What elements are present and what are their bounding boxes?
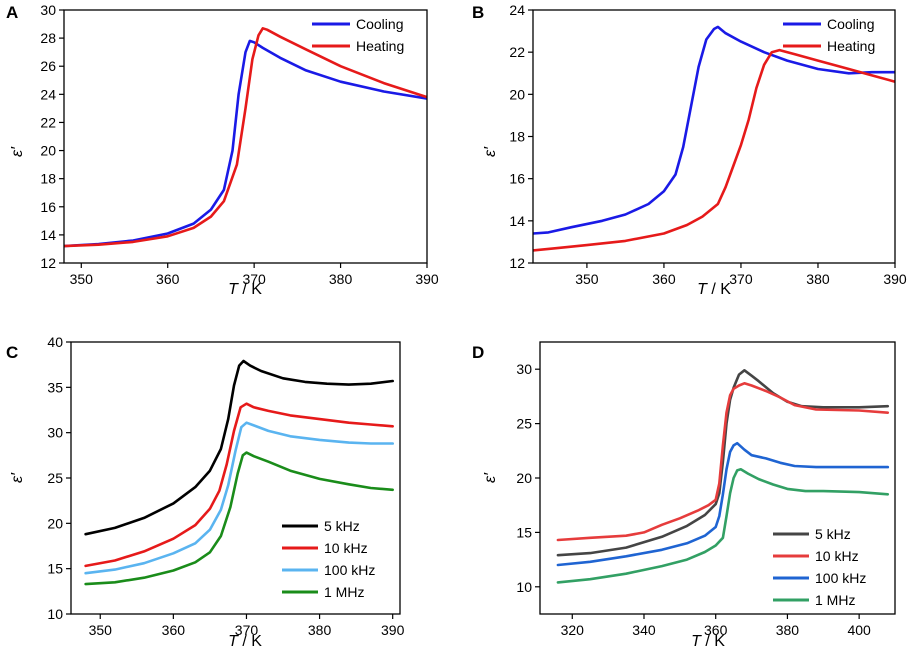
x-tick-label: 350 [70,271,94,287]
legend-label: Heating [827,38,875,54]
series-line-heating [533,48,895,252]
x-tick-label: 380 [329,271,353,287]
x-tick-label: 320 [561,622,585,638]
x-tick-label: 360 [156,271,180,287]
series-line-100-khz [556,441,890,567]
series-line-cooling [533,25,895,235]
x-tick-label: 390 [381,622,405,638]
x-tick-label: 370 [235,622,259,638]
legend-label: 10 kHz [324,540,368,556]
y-tick-label: 15 [516,524,532,540]
series-line-1-mhz [84,451,395,586]
y-tick-label: 16 [40,199,56,215]
y-tick-label: 30 [47,425,63,441]
panel-a: 350 360 370 380 390 12 14 16 18 20 22 24 26 28 30 T / K… [6,2,439,298]
legend-label: 1 MHz [815,592,855,608]
y-tick-label: 26 [40,58,56,74]
legend: 5 kHz 10 kHz 100 kHz 1 MHz [282,518,375,600]
y-tick-label: 15 [47,561,63,577]
y-tick-label: 14 [509,213,525,229]
series-line-100-khz [84,421,395,575]
x-axis-label: T / K [228,633,262,650]
panel-letter: C [6,343,18,362]
panel-letter: B [472,3,484,22]
y-axis-label: ε′ [482,472,499,483]
series-line-5-khz [84,359,395,536]
y-tick-label: 16 [509,171,525,187]
x-tick-label: 370 [242,271,266,287]
legend-label: 5 kHz [324,518,360,534]
series-line-10-khz [84,402,395,568]
series-line-1-mhz [556,467,890,584]
legend-label: 100 kHz [815,570,866,586]
y-tick-label: 10 [516,579,532,595]
y-tick-label: 18 [509,129,525,145]
x-tick-label: 350 [89,622,113,638]
legend: Cooling Heating [783,16,875,54]
legend-label: 5 kHz [815,526,851,542]
x-tick-label: 370 [729,271,753,287]
panel-b: 350 360 370 380 390 12 14 16 18 20 22 24 T / K ε′ B Coo… [472,2,907,298]
plot-frame [63,9,428,264]
x-tick-label: 360 [162,622,186,638]
x-tick-label: 380 [776,622,800,638]
y-axis-label: ε′ [9,146,26,157]
x-tick-label: 360 [704,622,728,638]
y-tick-label: 25 [516,416,532,432]
x-axis-label: T / K [228,281,262,298]
series-line-cooling [64,39,427,248]
x-tick-label: 350 [575,271,599,287]
x-tick-label: 390 [883,271,907,287]
legend: 5 kHz 10 kHz 100 kHz 1 MHz [773,526,866,608]
x-tick-label: 340 [632,622,656,638]
legend-label: Cooling [827,16,874,32]
y-tick-label: 30 [40,2,56,18]
series-line-heating [64,26,427,248]
y-tick-label: 14 [40,227,56,243]
x-tick-label: 380 [806,271,830,287]
y-tick-label: 22 [509,44,525,60]
panel-c: 350 360 370 380 390 10 15 20 25 30 35 40 T / K ε′ C 5 k… [6,334,405,650]
legend-label: 10 kHz [815,548,859,564]
legend-label: 100 kHz [324,562,375,578]
y-tick-label: 18 [40,171,56,187]
y-tick-label: 20 [509,86,525,102]
x-axis-label: T / K [691,633,725,650]
x-tick-label: 360 [652,271,676,287]
series-line-10-khz [556,381,890,542]
x-tick-label: 390 [415,271,439,287]
y-tick-label: 28 [40,30,56,46]
legend-label: Cooling [356,16,403,32]
panel-letter: A [6,3,18,22]
panel-d: 320 340 360 380 400 10 15 20 25 30 T / K ε′ D 5 kHz 10… [472,341,896,650]
x-tick-label: 380 [308,622,332,638]
y-tick-label: 20 [40,143,56,159]
y-tick-label: 24 [509,2,525,18]
legend-label: Heating [356,38,404,54]
y-tick-label: 12 [40,255,56,271]
y-axis-label: ε′ [482,146,499,157]
x-axis-label: T / K [697,281,731,298]
y-tick-label: 10 [47,606,63,622]
y-tick-label: 35 [47,379,63,395]
legend: Cooling Heating [312,16,404,54]
legend-label: 1 MHz [324,584,364,600]
y-tick-label: 22 [40,114,56,130]
x-tick-label: 400 [847,622,871,638]
y-tick-label: 40 [47,334,63,350]
y-tick-label: 30 [516,361,532,377]
y-tick-label: 24 [40,86,56,102]
y-tick-label: 25 [47,470,63,486]
y-axis-label: ε′ [9,472,26,483]
y-tick-label: 12 [509,255,525,271]
panel-letter: D [472,343,484,362]
y-tick-label: 20 [516,470,532,486]
y-tick-label: 20 [47,515,63,531]
